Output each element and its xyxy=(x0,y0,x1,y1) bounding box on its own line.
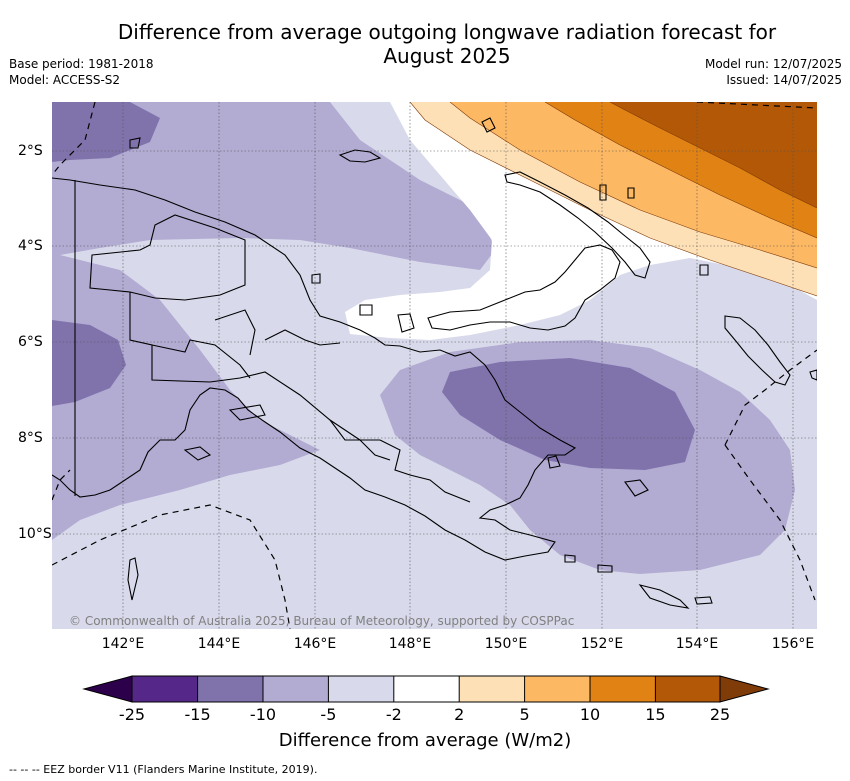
lon-tick-label: 154°E xyxy=(675,636,719,652)
colorbar-segment xyxy=(524,676,590,702)
copyright-notice: © Commonwealth of Australia 2025, Bureau… xyxy=(69,614,575,628)
colorbar-tick-label: 15 xyxy=(645,705,666,724)
lon-tick-label: 142°E xyxy=(101,636,145,652)
new-britain-coast xyxy=(427,244,621,331)
colorbar-tick-label: 10 xyxy=(579,705,601,724)
map-panel xyxy=(52,102,817,629)
map-title: Difference from average outgoing longwav… xyxy=(0,20,850,68)
colorbar-tick-label: -15 xyxy=(184,705,211,724)
meta-left: Base period: 1981-2018 Model: ACCESS-S2 xyxy=(9,56,154,88)
colorbar-extend-high xyxy=(719,675,770,703)
lon-tick-label: 152°E xyxy=(580,636,624,652)
model-name: Model: ACCESS-S2 xyxy=(9,73,121,87)
colorbar-tick-label: -2 xyxy=(385,705,402,724)
lon-tick-label: 156°E xyxy=(771,636,815,652)
colorbar-tick-label: 2 xyxy=(454,705,465,724)
lon-tick-label: 146°E xyxy=(293,636,337,652)
lon-tick-label: 150°E xyxy=(484,636,528,652)
eez-footnote: -- -- -- EEZ border V11 (Flanders Marine… xyxy=(9,763,318,776)
eez-borders xyxy=(52,102,817,629)
base-period: Base period: 1981-2018 xyxy=(9,57,154,71)
anomaly-band-west xyxy=(52,102,495,540)
colorbar-tick-label: 5 xyxy=(519,705,530,724)
anomaly-band-core xyxy=(442,358,695,470)
meta-right: Model run: 12/07/2025 Issued: 14/07/2025 xyxy=(705,56,842,88)
colorbar-segment xyxy=(655,676,720,702)
colorbar-tick-label: -10 xyxy=(249,705,277,724)
colorbar-label: Difference from average (W/m2) xyxy=(278,730,572,751)
colorbar-segment xyxy=(197,676,263,702)
colorbar-separators xyxy=(131,675,721,703)
anomaly-band-positive-4 xyxy=(610,102,817,208)
lat-tick-label: 8°S xyxy=(18,430,43,446)
graticule xyxy=(52,102,817,629)
new-guinea-coast xyxy=(52,177,577,561)
colorbar-tick-label: 25 xyxy=(709,705,731,724)
colorbar-extend-low xyxy=(82,675,133,703)
coastlines xyxy=(52,117,817,609)
colorbar-segment xyxy=(459,676,525,702)
model-run: Model run: 12/07/2025 xyxy=(704,57,842,71)
colorbar-segment xyxy=(263,676,329,702)
new-ireland-coast xyxy=(504,171,651,279)
bougainville-coast xyxy=(724,315,791,386)
lat-tick-label: 4°S xyxy=(18,238,43,254)
colorbar-segment xyxy=(328,676,394,702)
issued-date: Issued: 14/07/2025 xyxy=(726,73,842,87)
colorbar xyxy=(82,675,770,703)
lon-tick-label: 148°E xyxy=(388,636,432,652)
anomaly-band-top-left xyxy=(52,102,160,162)
lat-tick-label: 10°S xyxy=(18,526,52,542)
colorbar-tick-label: -25 xyxy=(118,705,146,724)
colorbar-tick-label: -5 xyxy=(320,705,337,724)
colorbar-segment xyxy=(590,676,656,702)
title-line-2: August 2025 xyxy=(383,44,511,68)
anomaly-band-left-mid xyxy=(52,320,126,406)
lat-tick-label: 6°S xyxy=(18,334,43,350)
colorbar-segment xyxy=(132,676,198,702)
title-line-1: Difference from average outgoing longwav… xyxy=(117,20,777,44)
colorbar-segment xyxy=(393,676,460,702)
lat-tick-label: 2°S xyxy=(18,143,43,159)
lon-tick-label: 144°E xyxy=(197,636,241,652)
